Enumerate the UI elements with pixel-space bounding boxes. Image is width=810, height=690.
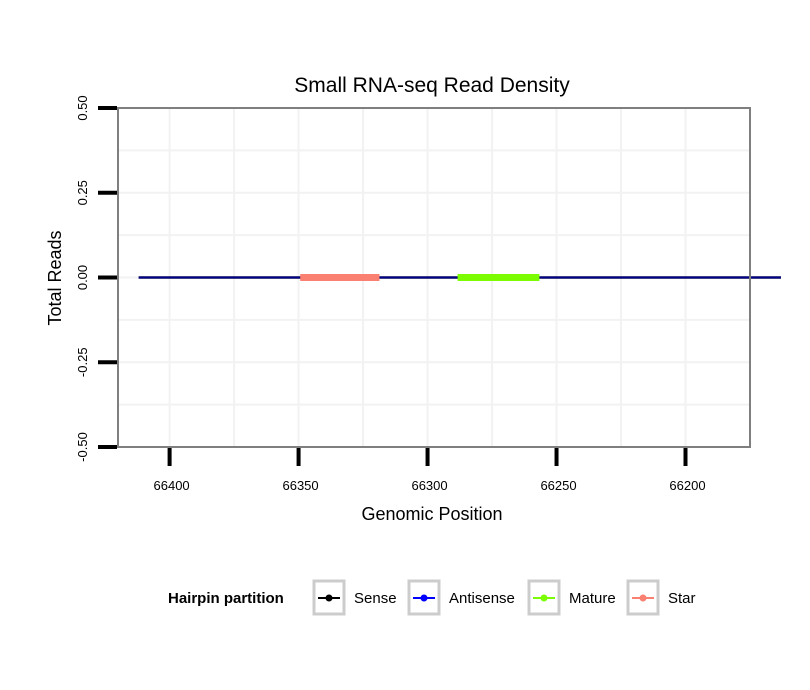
y-tick-label: 0.00 — [75, 265, 90, 290]
x-axis: 66400 66350 66300 66250 66200 — [154, 448, 706, 493]
legend-item-label: Star — [668, 590, 696, 607]
x-tick-label: 66250 — [540, 478, 576, 493]
legend-entries: Sense Antisense Mature Star — [312, 579, 696, 616]
chart-title: Small RNA-seq Read Density — [294, 74, 570, 97]
legend-key-point — [540, 594, 548, 602]
legend-item-label: Antisense — [449, 590, 515, 607]
legend-item-sense: Sense — [312, 579, 397, 616]
y-axis: -0.50 -0.25 0.00 0.25 0.50 — [75, 95, 117, 462]
legend-key-point — [325, 594, 333, 602]
x-tick-label: 66200 — [669, 478, 705, 493]
legend-item-label: Sense — [354, 590, 397, 607]
y-tick-label: 0.50 — [75, 95, 90, 120]
plot-border — [117, 107, 751, 448]
legend-item-antisense: Antisense — [407, 579, 515, 616]
x-tick-label: 66350 — [282, 478, 318, 493]
legend-key-point — [420, 594, 428, 602]
legend-item-label: Mature — [569, 590, 616, 607]
legend: Hairpin partition Sense Antisense Mature St… — [168, 579, 696, 616]
x-axis-label: Genomic Position — [361, 504, 502, 524]
legend-item-mature: Mature — [527, 579, 616, 616]
x-tick-label: 66300 — [411, 478, 447, 493]
y-axis-label: Total Reads — [45, 230, 65, 325]
legend-title: Hairpin partition — [168, 590, 284, 607]
y-tick-label: -0.25 — [75, 347, 90, 377]
y-tick-label: 0.25 — [75, 180, 90, 205]
y-tick-label: -0.50 — [75, 432, 90, 462]
x-tick-label: 66400 — [154, 478, 190, 493]
legend-item-star: Star — [626, 579, 696, 616]
legend-key-point — [639, 594, 647, 602]
grid-lines — [118, 108, 750, 447]
